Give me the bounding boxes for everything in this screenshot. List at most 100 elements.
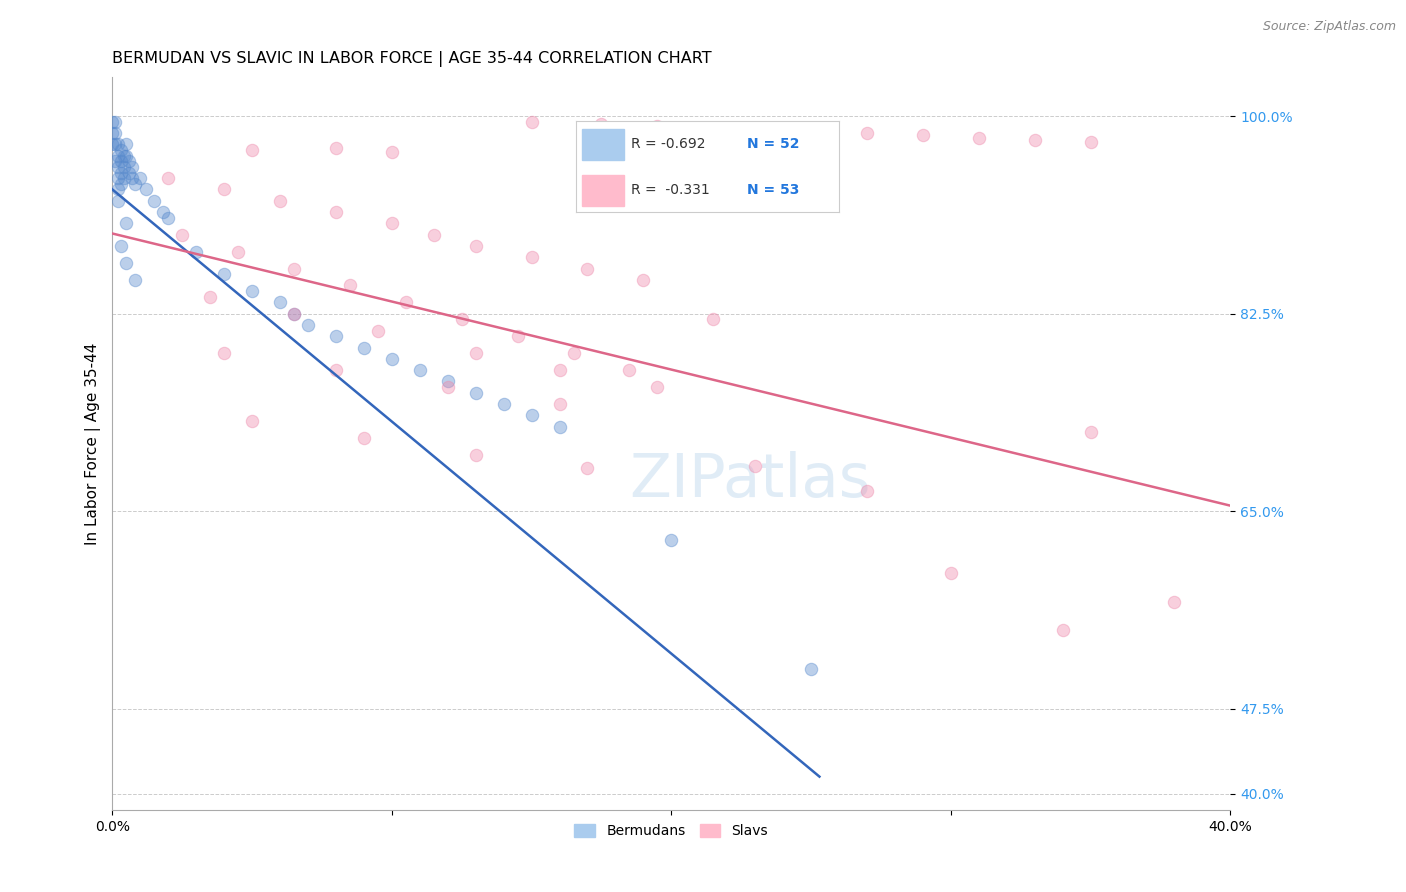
Point [492, 397, 515, 411]
Point [633, 273, 655, 287]
Point [702, 121, 724, 136]
Point [212, 182, 235, 196]
Point [464, 385, 486, 400]
Point [269, 194, 291, 208]
Point [856, 483, 879, 498]
Text: Source: ZipAtlas.com: Source: ZipAtlas.com [1263, 20, 1396, 33]
Point [101, 126, 124, 140]
Point [107, 194, 129, 208]
Point [353, 431, 375, 445]
Point [647, 380, 669, 394]
Point [152, 205, 174, 219]
Point [464, 448, 486, 462]
Point [297, 318, 319, 332]
Point [353, 341, 375, 355]
Y-axis label: In Labor Force | Age 35-44: In Labor Force | Age 35-44 [86, 343, 101, 545]
Point [107, 171, 129, 186]
Point [409, 363, 432, 377]
Point [240, 414, 263, 428]
Point [212, 346, 235, 360]
Point [1024, 133, 1046, 147]
Point [744, 459, 766, 474]
Point [104, 154, 127, 169]
Point [107, 160, 129, 174]
Text: ZIPatlas: ZIPatlas [628, 450, 870, 509]
Point [110, 177, 132, 191]
Point [450, 312, 472, 326]
Legend: Bermudans, Slavs: Bermudans, Slavs [569, 819, 773, 844]
Point [619, 363, 641, 377]
Point [240, 284, 263, 298]
Point [172, 227, 194, 242]
Point [325, 329, 347, 343]
Point [157, 171, 180, 186]
Point [367, 324, 389, 338]
Point [520, 250, 543, 264]
Point [115, 137, 138, 152]
Point [157, 211, 180, 225]
Point [124, 273, 146, 287]
Point [381, 351, 404, 366]
Point [269, 295, 291, 310]
Point [112, 171, 135, 186]
Point [464, 346, 486, 360]
Point [283, 307, 305, 321]
Point [506, 329, 529, 343]
Point [110, 239, 132, 253]
Point [659, 533, 682, 547]
Point [1163, 594, 1185, 608]
Point [107, 137, 129, 152]
Point [115, 216, 138, 230]
Point [786, 124, 808, 138]
Point [115, 148, 138, 162]
Point [104, 137, 127, 152]
Point [135, 182, 157, 196]
Point [1080, 135, 1102, 149]
Point [283, 261, 305, 276]
Point [212, 267, 235, 281]
Point [325, 141, 347, 155]
Point [104, 126, 127, 140]
Point [200, 290, 222, 304]
Point [121, 171, 143, 186]
Point [520, 409, 543, 423]
Point [1052, 623, 1074, 637]
Point [548, 397, 571, 411]
Point [121, 160, 143, 174]
Point [110, 165, 132, 179]
Point [464, 239, 486, 253]
Point [939, 566, 962, 581]
Point [647, 120, 669, 134]
Point [800, 662, 823, 676]
Point [325, 363, 347, 377]
Point [548, 363, 571, 377]
Point [110, 143, 132, 157]
Point [107, 148, 129, 162]
Text: BERMUDAN VS SLAVIC IN LABOR FORCE | AGE 35-44 CORRELATION CHART: BERMUDAN VS SLAVIC IN LABOR FORCE | AGE … [112, 51, 711, 67]
Point [226, 244, 249, 259]
Point [1080, 425, 1102, 440]
Point [576, 461, 599, 475]
Point [381, 216, 404, 230]
Point [325, 205, 347, 219]
Point [967, 130, 990, 145]
Point [110, 154, 132, 169]
Point [101, 137, 124, 152]
Point [339, 278, 361, 293]
Point [520, 114, 543, 128]
Point [591, 117, 613, 131]
Point [118, 165, 141, 179]
Point [186, 244, 208, 259]
Point [240, 143, 263, 157]
Point [436, 375, 458, 389]
Point [548, 419, 571, 434]
Point [112, 160, 135, 174]
Point [115, 256, 138, 270]
Point [911, 128, 934, 143]
Point [423, 227, 446, 242]
Point [283, 307, 305, 321]
Point [107, 182, 129, 196]
Point [856, 126, 879, 140]
Point [562, 346, 585, 360]
Point [124, 177, 146, 191]
